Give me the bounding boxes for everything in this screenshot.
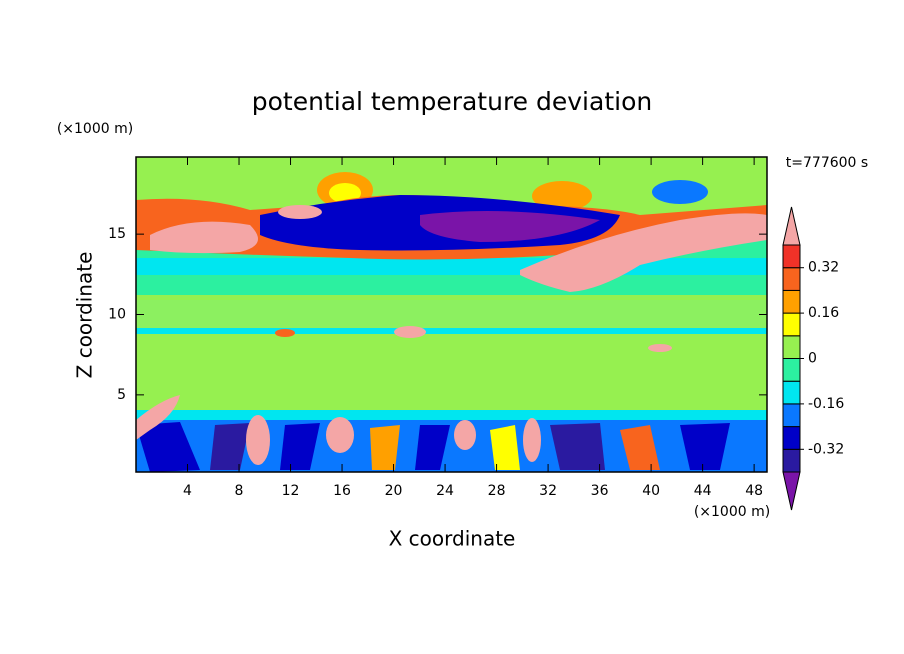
contour-region bbox=[652, 180, 708, 204]
x-tick-label: 20 bbox=[385, 483, 403, 499]
colorbar-extend-low bbox=[782, 471, 801, 511]
colorbar-band bbox=[782, 448, 801, 473]
contour-region bbox=[523, 418, 541, 462]
y-axis-label: Z coordinate bbox=[73, 252, 97, 379]
contour-field bbox=[136, 157, 767, 472]
y-tick-label: 10 bbox=[108, 307, 126, 323]
contour-region bbox=[210, 423, 250, 470]
colorbar-tick-label: 0.16 bbox=[808, 305, 839, 321]
colorbar-band bbox=[782, 335, 801, 359]
contour-region bbox=[648, 344, 672, 352]
colorbar-band bbox=[782, 426, 801, 450]
y-tick-label: 5 bbox=[117, 387, 126, 403]
colorbar-band bbox=[782, 312, 801, 337]
x-tick-label: 12 bbox=[282, 483, 300, 499]
contour-region bbox=[326, 417, 354, 453]
contour-region bbox=[136, 395, 180, 440]
colorbar-band bbox=[782, 267, 801, 291]
contour-region bbox=[394, 326, 426, 338]
contour-region bbox=[520, 213, 767, 292]
x-tick-label: 36 bbox=[591, 483, 609, 499]
contour-region bbox=[454, 420, 476, 450]
colorbar-tick-label: 0 bbox=[808, 351, 817, 367]
contour-region bbox=[150, 221, 258, 254]
contour-region bbox=[415, 425, 450, 470]
x-tick-label: 4 bbox=[183, 483, 192, 499]
contour-region bbox=[680, 423, 730, 470]
contour-region bbox=[550, 423, 605, 470]
colorbar-band bbox=[782, 380, 801, 405]
x-unit: (×1000 m) bbox=[694, 504, 770, 520]
colorbar-tick-label: -0.16 bbox=[808, 396, 844, 412]
contour-region bbox=[329, 183, 361, 203]
contour-region bbox=[620, 425, 660, 470]
contour-region bbox=[490, 425, 520, 470]
contour-region bbox=[532, 181, 592, 211]
contour-region bbox=[136, 258, 767, 275]
x-tick-label: 28 bbox=[488, 483, 506, 499]
x-tick-label: 40 bbox=[642, 483, 660, 499]
x-tick-label: 24 bbox=[436, 483, 454, 499]
contour-region bbox=[136, 300, 767, 328]
colorbar-tick-label: 0.32 bbox=[808, 260, 839, 276]
y-unit: (×1000 m) bbox=[57, 121, 133, 137]
annotation: t=777600 s bbox=[786, 155, 868, 171]
contour-region bbox=[136, 410, 767, 422]
colorbar-band bbox=[782, 358, 801, 382]
contour-region bbox=[370, 425, 400, 470]
contour-region bbox=[275, 329, 295, 337]
contour-region bbox=[136, 422, 200, 472]
x-tick-label: 44 bbox=[694, 483, 712, 499]
contour-region bbox=[278, 205, 322, 219]
colorbar-band bbox=[782, 244, 801, 269]
contour-region bbox=[246, 415, 270, 465]
contour-region bbox=[280, 423, 320, 470]
x-tick-label: 32 bbox=[539, 483, 557, 499]
x-axis-label: X coordinate bbox=[389, 527, 516, 551]
x-tick-label: 16 bbox=[333, 483, 351, 499]
x-tick-label: 8 bbox=[235, 483, 244, 499]
x-tick-label: 48 bbox=[745, 483, 763, 499]
contour-region bbox=[136, 328, 767, 334]
y-tick-label: 15 bbox=[108, 226, 126, 242]
chart-title: potential temperature deviation bbox=[252, 87, 652, 116]
colorbar-band bbox=[782, 403, 801, 428]
contour-region bbox=[420, 211, 600, 242]
colorbar-band bbox=[782, 289, 801, 314]
colorbar-extend-high bbox=[782, 206, 801, 246]
colorbar-tick-label: -0.32 bbox=[808, 441, 844, 457]
